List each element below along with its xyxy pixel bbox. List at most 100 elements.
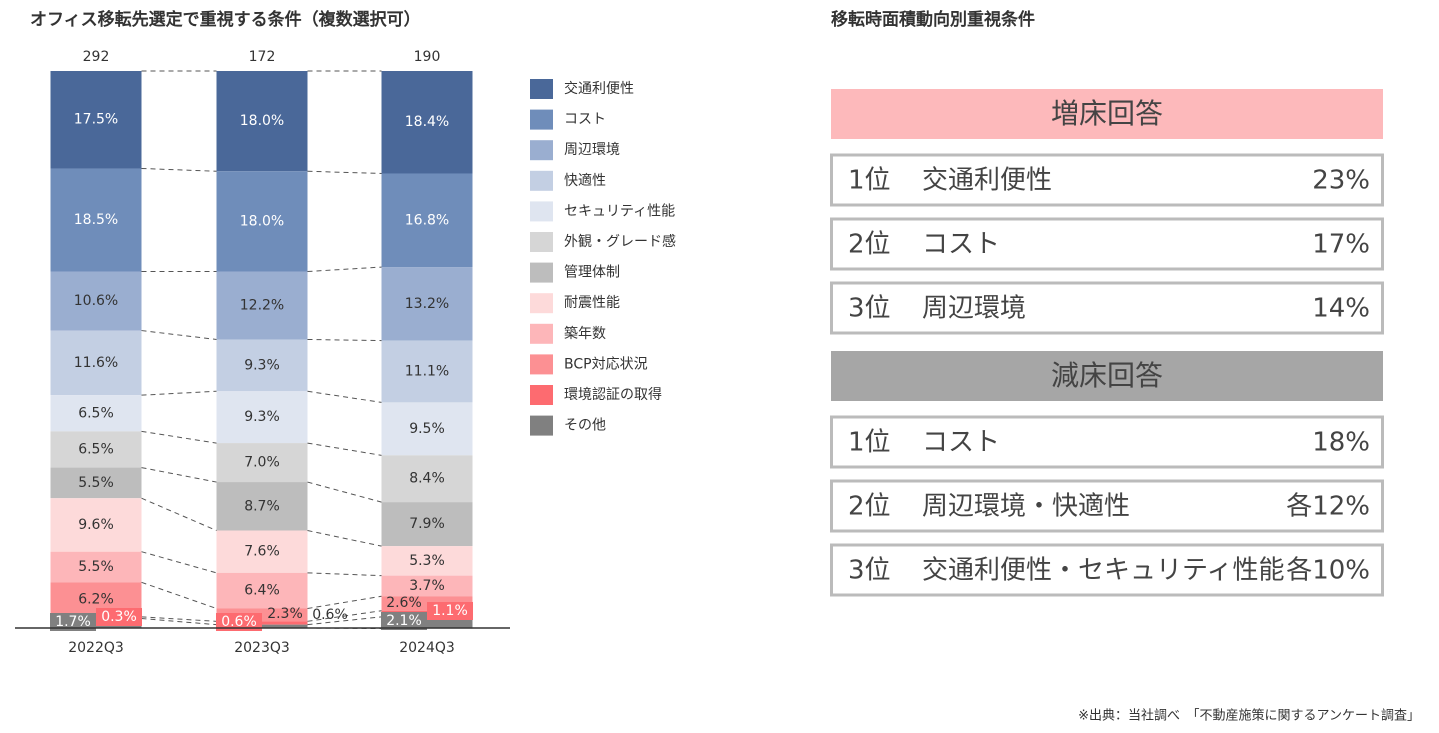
value-label: 1.7%: [55, 614, 91, 630]
legend-swatch: [530, 385, 553, 405]
value-label: 6.4%: [244, 583, 280, 599]
value-label: 8.4%: [409, 471, 445, 487]
legend-label: 周辺環境: [564, 142, 620, 158]
bar-segment: [216, 572, 308, 609]
rank-value: 各12%: [1286, 492, 1370, 522]
value-label: 2.6%: [386, 595, 422, 611]
value-label: 16.8%: [405, 212, 449, 228]
section-header-bg: [831, 351, 1383, 401]
legend-swatch: [530, 109, 553, 130]
bar-segment: [381, 502, 473, 547]
rank-row: [830, 479, 1384, 533]
section-header-bg: [831, 89, 1383, 139]
rank-value: 17%: [1312, 230, 1370, 260]
value-label: 6.5%: [78, 441, 114, 457]
bar-segment: [50, 467, 142, 499]
value-label: 18.5%: [74, 212, 118, 228]
legend-label: その他: [564, 418, 606, 434]
bar-segment: [50, 498, 142, 552]
connector: [307, 442, 382, 456]
legend-swatch: [530, 201, 553, 222]
value-label: 10.6%: [74, 293, 118, 309]
connector: [141, 618, 217, 626]
bar-segment: [50, 395, 142, 432]
legend-swatch: [530, 415, 553, 436]
rank: 3位: [848, 556, 891, 586]
value-label: 13.2%: [405, 296, 449, 312]
connector: [141, 430, 217, 444]
rank: 3位: [848, 294, 891, 324]
label-box: [427, 602, 473, 620]
total-label: 172: [249, 49, 276, 65]
legend-swatch: [530, 262, 553, 283]
connector: [307, 595, 382, 609]
legend-label: 耐震性能: [564, 295, 620, 311]
legend-swatch: [530, 323, 553, 344]
value-label: 6.2%: [78, 592, 114, 608]
label-box: [216, 613, 262, 631]
label-box: [381, 612, 427, 630]
value-label: 2.1%: [386, 613, 422, 629]
value-label: 5.5%: [78, 475, 114, 491]
connector: [141, 581, 217, 609]
connector: [307, 572, 382, 577]
value-label: 18.0%: [240, 113, 284, 129]
legend-swatch: [530, 170, 553, 191]
total-label: 190: [414, 49, 441, 65]
connector: [141, 467, 217, 483]
bar-segment: [216, 71, 308, 172]
connector: [307, 338, 382, 342]
bar-segment: [216, 482, 308, 531]
value-label: 9.6%: [78, 517, 114, 533]
rank-item: 交通利便性・セキュリティ性能: [922, 556, 1284, 586]
connector: [141, 551, 217, 574]
rank-item: コスト: [922, 230, 1000, 260]
section-header: 減床回答: [1051, 359, 1163, 392]
value-label: 9.3%: [244, 357, 280, 373]
bar-segment: [50, 431, 142, 468]
bar-segment: [381, 71, 473, 174]
bar-segment: [216, 271, 308, 340]
chart-title: オフィス移転先選定で重視する条件（複数選択可）: [30, 9, 421, 30]
connector: [307, 530, 382, 547]
legend-label: 快適性: [564, 172, 606, 189]
value-label: 17.5%: [74, 112, 118, 128]
bar-segment: [216, 530, 308, 573]
x-tick-label: 2024Q3: [399, 640, 455, 656]
rank-item: コスト: [922, 428, 1000, 458]
legend-swatch: [530, 79, 553, 99]
value-label: 0.6%: [221, 614, 257, 630]
value-label: 3.7%: [409, 578, 445, 594]
rank-value: 18%: [1312, 428, 1370, 458]
label-box: [96, 608, 142, 626]
rank: 1位: [848, 166, 891, 196]
ranking-title: 移転時面積動向別重視条件: [831, 9, 1035, 30]
label-box: [50, 613, 96, 631]
bar-segment: [381, 575, 473, 597]
bar-segment: [50, 330, 142, 396]
bar-segment: [50, 551, 142, 583]
rank-row: [830, 543, 1384, 597]
bar-segment: [381, 173, 473, 268]
legend-swatch: [530, 354, 553, 375]
bar-segment: [381, 546, 473, 576]
connector: [141, 616, 217, 622]
legend-label: 環境認証の取得: [564, 386, 662, 403]
rank-row: [830, 415, 1384, 469]
bar-segment: [381, 340, 473, 403]
value-label: 11.6%: [74, 355, 118, 371]
bar-segment: [216, 171, 308, 272]
x-tick-label: 2022Q3: [68, 640, 124, 656]
legend-swatch: [530, 232, 553, 252]
value-label: 2.3%: [267, 606, 303, 622]
value-label: 8.7%: [244, 498, 280, 514]
rank-item: 周辺環境・快適性: [922, 492, 1130, 522]
connector: [141, 330, 217, 340]
legend-label: セキュリティ性能: [564, 203, 675, 219]
footnote: ※出典：当社調べ 「不動産施策に関するアンケート調査」: [1078, 708, 1420, 724]
connector: [307, 481, 382, 503]
rank-value: 14%: [1312, 294, 1370, 324]
value-label: 9.5%: [409, 421, 445, 437]
legend-label: 築年数: [564, 326, 606, 342]
